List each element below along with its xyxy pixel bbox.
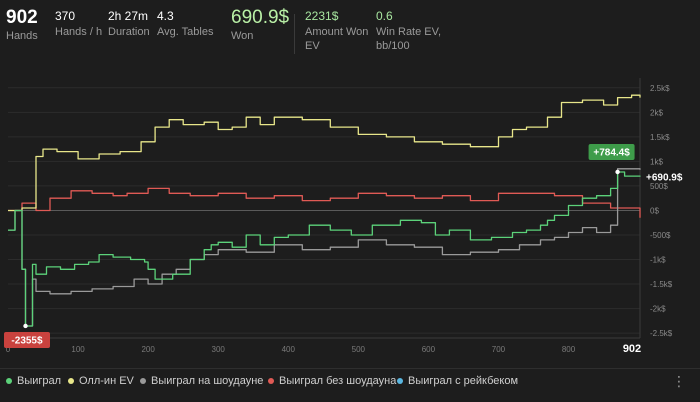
badge-box-0 — [588, 143, 635, 160]
y-tick-label-3: 1k$ — [650, 157, 663, 166]
stats-divider — [294, 14, 295, 54]
badge-point-1 — [23, 323, 28, 329]
y-tick-label-2: 1.5k$ — [650, 133, 670, 142]
vertical-ellipsis-icon[interactable]: ⋮ — [672, 373, 686, 389]
x-tick-label-7: 700 — [492, 345, 506, 354]
stat-hands: 902 Hands — [6, 8, 38, 43]
stat-hands-per-hour-label: Hands / h — [55, 26, 103, 38]
stat-won-value: 690.9$ — [231, 7, 290, 28]
stat-avg-tables-value: 4.3 — [157, 9, 174, 23]
series-line-won — [8, 171, 641, 327]
legend-label-won: Выиграл — [17, 375, 62, 387]
stat-hands-label: Hands — [6, 30, 38, 42]
series-line-no_showdown — [8, 187, 641, 218]
y-tick-label-5: 0$ — [650, 206, 659, 215]
x-tick-label-9: 902 — [623, 343, 641, 355]
stat-won-label: Won — [231, 30, 254, 42]
y-tick-label-1: 2k$ — [650, 108, 663, 117]
stat-duration: 2h 27m Duration — [108, 8, 150, 39]
legend-dot-allin-ev — [68, 378, 74, 384]
x-tick-label-1: 100 — [71, 345, 85, 354]
stat-win-rate-ev-label: Win Rate EV, bb/100 — [376, 26, 442, 52]
stat-hands-per-hour: 370 Hands / h — [55, 8, 102, 39]
y-tick-label-8: -1.5k$ — [650, 280, 673, 289]
stat-won: 690.9$ Won — [231, 8, 289, 43]
legend-label-no-showdown: Выиграл без шоудауна — [279, 375, 397, 387]
legend-dot-won — [6, 378, 12, 384]
legend-dot-rakeback — [397, 378, 403, 384]
legend-item-won[interactable]: Выиграл — [6, 375, 61, 387]
stat-duration-value: 2h 27m — [108, 9, 149, 23]
series-line-showdown — [8, 168, 641, 327]
x-tick-label-4: 400 — [282, 345, 296, 354]
x-tick-label-8: 800 — [562, 345, 576, 354]
legend-label-showdown: Выиграл на шоудауне — [151, 375, 264, 387]
legend-item-rakeback[interactable]: Выиграл с рейкбеком — [397, 375, 518, 387]
x-tick-label-0: 0 — [6, 345, 11, 354]
stat-amount-won-ev-value: 2231$ — [305, 9, 339, 23]
stat-amount-won-ev: 2231$ Amount Won EV — [305, 8, 371, 53]
badge-box-1 — [4, 331, 50, 348]
series-line-allin_ev — [8, 94, 641, 212]
x-tick-label-5: 500 — [352, 345, 366, 354]
stat-avg-tables: 4.3 Avg. Tables — [157, 8, 213, 39]
y-tick-label-0: 2.5k$ — [650, 84, 670, 93]
legend-label-allin-ev: Олл-ин EV — [79, 375, 134, 387]
x-tick-label-2: 200 — [141, 345, 155, 354]
stat-duration-label: Duration — [108, 26, 150, 38]
chart-legend: Выиграл Олл-ин EV Выиграл на шоудауне Вы… — [0, 368, 700, 392]
legend-item-allin-ev[interactable]: Олл-ин EV — [68, 375, 134, 387]
y-tick-label-4: 500$ — [650, 182, 668, 191]
legend-item-no-showdown[interactable]: Выиграл без шоудауна — [268, 375, 396, 387]
y-tick-label-6: -500$ — [650, 231, 671, 240]
stats-bar: 902 Hands 370 Hands / h 2h 27m Duration … — [0, 0, 700, 66]
profit-chart[interactable]: 2.5k$ 2k$ 1.5k$ 1k$ 500$ 0$ -500$ -1k$ -1.5k$ -2k… — [0, 72, 700, 364]
stat-win-rate-ev-value: 0.6 — [376, 9, 393, 23]
stat-hands-value: 902 — [6, 7, 38, 28]
legend-item-showdown[interactable]: Выиграл на шоудауне — [140, 375, 263, 387]
stat-hands-per-hour-value: 370 — [55, 9, 76, 23]
badge-label-1: -2355$ — [11, 335, 43, 346]
badge-point-0 — [615, 169, 620, 175]
y-tick-label-10: -2.5k$ — [650, 329, 673, 338]
profit-chart-svg[interactable]: 2.5k$ 2k$ 1.5k$ 1k$ 500$ 0$ -500$ -1k$ -1.5k$ -2k… — [0, 72, 700, 364]
stat-avg-tables-label: Avg. Tables — [157, 26, 214, 38]
stat-amount-won-ev-label: Amount Won EV — [305, 26, 369, 52]
legend-dot-no-showdown — [268, 378, 274, 384]
x-tick-label-3: 300 — [212, 345, 226, 354]
stat-win-rate-ev: 0.6 Win Rate EV, bb/100 — [376, 8, 466, 53]
y-tick-label-7: -1k$ — [650, 256, 666, 265]
badge-label-0: +784.4$ — [593, 147, 630, 158]
end-value-label: +690.9$ — [646, 173, 683, 184]
legend-dot-showdown — [140, 378, 146, 384]
y-tick-label-9: -2k$ — [650, 305, 666, 314]
legend-label-rakeback: Выиграл с рейкбеком — [408, 375, 519, 387]
x-tick-label-6: 600 — [422, 345, 436, 354]
